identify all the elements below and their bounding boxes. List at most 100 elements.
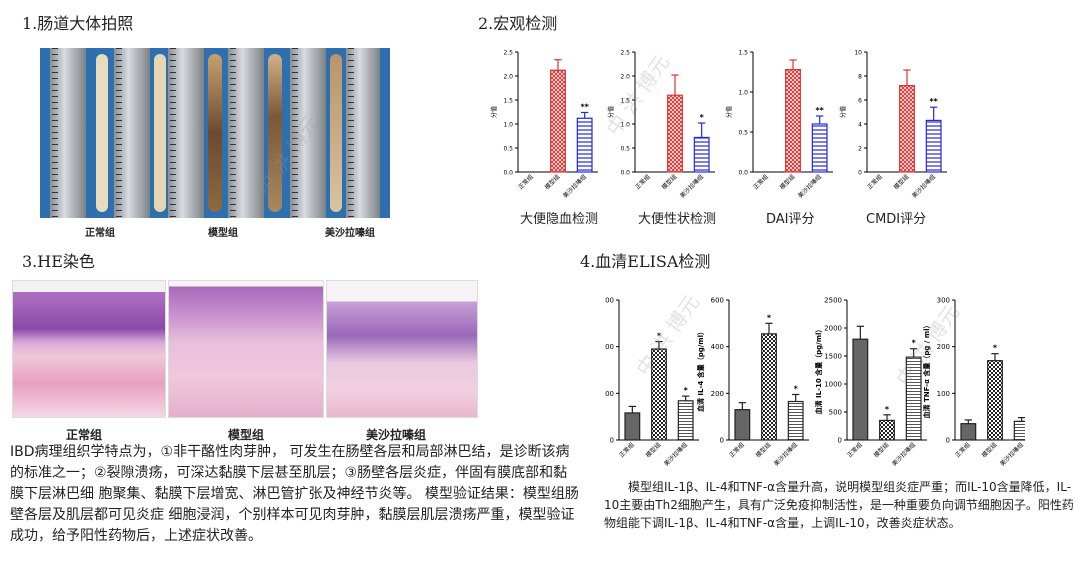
intestine-sample <box>330 54 342 212</box>
significance-mark: * <box>885 405 890 414</box>
y-tick-label: 0.5 <box>620 146 630 153</box>
x-tick-label: 美沙拉嗪组 <box>678 173 705 200</box>
y-tick-label: 1.0 <box>738 90 748 97</box>
x-tick-label: 美沙拉嗪组 <box>890 441 917 468</box>
ruler <box>50 48 86 218</box>
macro-caption-occult-blood: 大便隐血检测 <box>520 212 599 227</box>
y-axis-label: 分值 <box>607 106 615 118</box>
he-image-model <box>168 280 324 418</box>
x-tick-label: 模型组 <box>980 441 998 459</box>
x-tick-label: 模型组 <box>754 441 772 459</box>
y-tick-label: 0 <box>610 437 614 445</box>
y-tick-label: 0 <box>946 437 950 445</box>
y-tick-label: 0 <box>858 170 862 177</box>
x-tick-label: 模型组 <box>644 441 662 459</box>
section-title-gross-photo: 1.肠道大体拍照 <box>22 14 134 33</box>
y-axis-label: 分值 <box>725 106 733 118</box>
ruler <box>114 48 150 218</box>
photo-label-mesalazine: 美沙拉嗪组 <box>325 228 375 239</box>
bar <box>787 400 804 441</box>
y-tick-label: 1000 <box>605 343 614 351</box>
y-axis-label: 血清 TNF-α 含量（pg / ml） <box>922 322 931 419</box>
bar <box>576 117 593 173</box>
photo-label-normal: 正常组 <box>85 228 115 239</box>
significance-mark: ** <box>815 106 824 115</box>
he-label-mesalazine: 美沙拉嗪组 <box>366 428 427 442</box>
y-tick-label: 1.0 <box>620 122 630 129</box>
x-tick-label: 正常组 <box>751 173 769 191</box>
bar <box>987 360 1003 441</box>
x-tick-label: 模型组 <box>892 173 910 191</box>
bar <box>811 123 828 173</box>
macro-caption-stool: 大便性状检测 <box>638 212 717 227</box>
y-tick-label: 2.0 <box>503 74 513 81</box>
y-axis-label: 分值 <box>839 106 847 118</box>
intestine-sample <box>96 54 108 212</box>
bar <box>677 400 694 441</box>
x-tick-label: 美沙拉嗪组 <box>662 441 689 468</box>
y-tick-label: 1.5 <box>738 50 748 57</box>
significance-mark: * <box>912 339 917 348</box>
intestine-sample <box>154 54 166 212</box>
y-tick-label: 0.5 <box>738 130 748 137</box>
intestine-sample <box>268 54 282 212</box>
y-tick-label: 1500 <box>824 353 842 361</box>
bar <box>761 333 777 441</box>
y-tick-label: 500 <box>605 390 614 398</box>
ruler <box>346 48 380 218</box>
x-tick-label: 模型组 <box>778 173 796 191</box>
x-tick-label: 美沙拉嗪组 <box>796 173 823 200</box>
significance-mark: * <box>684 386 689 395</box>
significance-mark: ** <box>580 102 589 111</box>
y-tick-label: 500 <box>829 409 842 417</box>
y-tick-label: 0 <box>838 437 842 445</box>
y-tick-label: 0.0 <box>620 170 630 177</box>
x-tick-label: 正常组 <box>865 173 883 191</box>
y-tick-label: 2.5 <box>620 50 630 57</box>
y-tick-label: 600 <box>711 297 724 305</box>
y-tick-label: 6 <box>858 98 862 105</box>
x-tick-label: 美沙拉嗪组 <box>998 441 1025 468</box>
y-tick-label: 2.5 <box>503 50 513 57</box>
significance-mark: * <box>700 113 705 122</box>
significance-mark: ** <box>929 97 938 106</box>
x-tick-label: 正常组 <box>953 441 971 459</box>
macro-caption-cmdi: CMDI评分 <box>866 212 927 227</box>
x-tick-label: 正常组 <box>633 173 651 191</box>
y-tick-label: 0 <box>720 437 724 445</box>
ruler <box>290 48 326 218</box>
x-tick-label: 美沙拉嗪组 <box>772 441 799 468</box>
x-tick-label: 美沙拉嗪组 <box>561 173 588 200</box>
y-tick-label: 100 <box>937 390 950 398</box>
x-tick-label: 正常组 <box>617 441 635 459</box>
y-tick-label: 10 <box>854 50 862 57</box>
elisa-description: 模型组IL-1β、IL-4和TNF-α含量升高，说明模型组炎症严重；而IL-10… <box>604 480 1074 530</box>
bar <box>899 84 915 173</box>
y-tick-label: 0.0 <box>738 170 748 177</box>
bar <box>879 419 895 441</box>
section-title-he: 3.HE染色 <box>22 252 95 271</box>
x-tick-label: 美沙拉嗪组 <box>910 173 937 200</box>
bar <box>925 119 942 173</box>
section-title-elisa: 4.血清ELISA检测 <box>580 252 711 271</box>
ruler <box>228 48 264 218</box>
significance-mark: * <box>657 332 662 341</box>
significance-mark: * <box>794 385 799 394</box>
y-tick-label: 2 <box>858 146 862 153</box>
ruler <box>168 48 204 218</box>
significance-mark: * <box>767 313 772 322</box>
bar <box>734 409 751 441</box>
he-description: IBD病理组织学特点为，①非干酪性肉芽肿， 可发生在肠壁各层和局部淋巴结，是诊断… <box>10 444 579 544</box>
he-image-normal <box>12 280 166 418</box>
macro-caption-dai: DAI评分 <box>766 212 815 227</box>
y-axis-label: 分值 <box>490 106 498 118</box>
y-tick-label: 1000 <box>824 381 842 389</box>
y-tick-label: 2500 <box>824 297 842 305</box>
y-tick-label: 2000 <box>824 325 842 333</box>
y-tick-label: 2.0 <box>620 74 630 81</box>
intestine-sample <box>208 54 222 212</box>
bar <box>624 412 641 441</box>
bar <box>960 423 977 441</box>
